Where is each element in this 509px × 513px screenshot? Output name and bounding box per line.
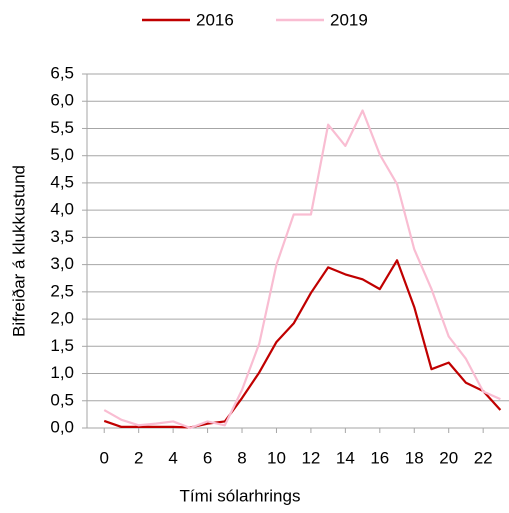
y-tick-label: 1,5 xyxy=(50,336,74,355)
y-tick-label: 3,0 xyxy=(50,254,74,273)
y-tick-label: 0,0 xyxy=(50,417,74,436)
y-tick-label: 6,5 xyxy=(50,63,74,82)
line-series xyxy=(103,259,502,429)
y-axis-label: Bifreiðar á klukkustund xyxy=(9,165,28,337)
x-tick-label: 12 xyxy=(301,448,320,467)
legend-label: 2016 xyxy=(196,10,234,29)
x-tick-label: 2 xyxy=(134,448,143,467)
x-tick-label: 0 xyxy=(99,448,108,467)
y-tick-label: 6,0 xyxy=(50,91,74,110)
y-tick-label: 4,0 xyxy=(50,200,74,219)
y-tick-label: 4,5 xyxy=(50,172,74,191)
y-tick-label: 0,5 xyxy=(50,390,74,409)
y-tick-label: 5,0 xyxy=(50,145,74,164)
legend-label: 2019 xyxy=(330,10,368,29)
x-tick-label: 22 xyxy=(474,448,493,467)
x-tick-label: 8 xyxy=(237,448,246,467)
x-tick-label: 18 xyxy=(405,448,424,467)
x-tick-label: 6 xyxy=(203,448,212,467)
x-tick-label: 4 xyxy=(168,448,177,467)
x-tick-label: 14 xyxy=(336,448,355,467)
x-tick-label: 20 xyxy=(439,448,458,467)
y-tick-label: 2,5 xyxy=(50,281,74,300)
y-tick-label: 3,5 xyxy=(50,227,74,246)
y-tick-label: 2,0 xyxy=(50,309,74,328)
x-tick-label: 10 xyxy=(267,448,286,467)
x-tick-label: 16 xyxy=(370,448,389,467)
line-series xyxy=(103,109,501,430)
x-axis-label: Tími sólarhrings xyxy=(180,486,301,505)
y-tick-label: 1,0 xyxy=(50,363,74,382)
y-tick-label: 5,5 xyxy=(50,118,74,137)
